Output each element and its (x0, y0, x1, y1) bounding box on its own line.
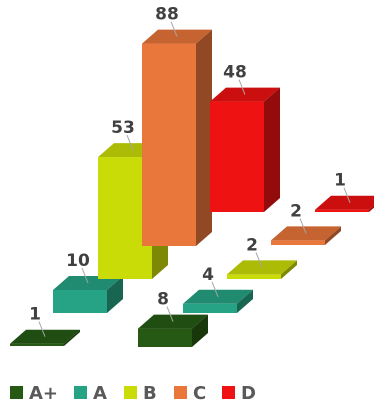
data-label-leader (81, 267, 89, 284)
legend-item-c: C (174, 383, 206, 404)
data-label-value: 53 (111, 118, 135, 138)
bar-b-group2 (227, 260, 297, 279)
data-label-leader (238, 79, 246, 95)
data-label-value: 2 (290, 201, 302, 221)
data-label-leader (126, 134, 134, 151)
data-labels-layer: 8 4 2 2 1 1 10 53 88 48 (29, 5, 351, 337)
legend-swatch (124, 386, 137, 399)
bar-d-group2 (315, 195, 374, 212)
data-label-leader (170, 21, 178, 37)
data-label-value: 48 (223, 63, 247, 83)
legend-swatch (74, 386, 87, 399)
data-label-leader (255, 252, 263, 268)
data-label-value: 10 (66, 251, 90, 271)
bar-aplus-group2 (138, 314, 208, 347)
data-label-leader (299, 218, 307, 234)
legend-item-a: A (74, 383, 107, 404)
data-label-leader (211, 281, 219, 297)
bars-layer (10, 29, 374, 347)
legend-label: A (93, 383, 107, 404)
data-label-value: 1 (334, 171, 346, 191)
bar-a-group2 (183, 289, 253, 313)
legend-item-d: D (222, 383, 256, 404)
legend-item-aplus: A+ (10, 383, 58, 404)
legend-swatch (10, 386, 23, 399)
data-label-value: 4 (202, 265, 214, 285)
data-label-value: 8 (157, 290, 169, 310)
bar-c-group2 (271, 226, 341, 245)
bar-aplus-group1 (10, 329, 80, 346)
legend-swatch (174, 386, 187, 399)
data-label-value: 88 (155, 5, 179, 25)
legend: A+ A B C D (10, 383, 256, 404)
data-label-leader (38, 321, 46, 337)
data-label-value: 1 (29, 305, 41, 325)
legend-label: A+ (29, 383, 58, 404)
legend-item-b: B (124, 383, 157, 404)
legend-label: C (193, 383, 206, 404)
bar-c-group1 (142, 29, 212, 246)
data-label-leader (343, 187, 351, 203)
legend-swatch (222, 386, 235, 399)
bar-d-group1 (210, 87, 280, 212)
data-label-value: 2 (246, 235, 258, 255)
legend-label: D (241, 383, 256, 404)
legend-label: B (143, 383, 157, 404)
bar-a-group1 (53, 276, 123, 313)
data-label-leader (166, 306, 174, 322)
